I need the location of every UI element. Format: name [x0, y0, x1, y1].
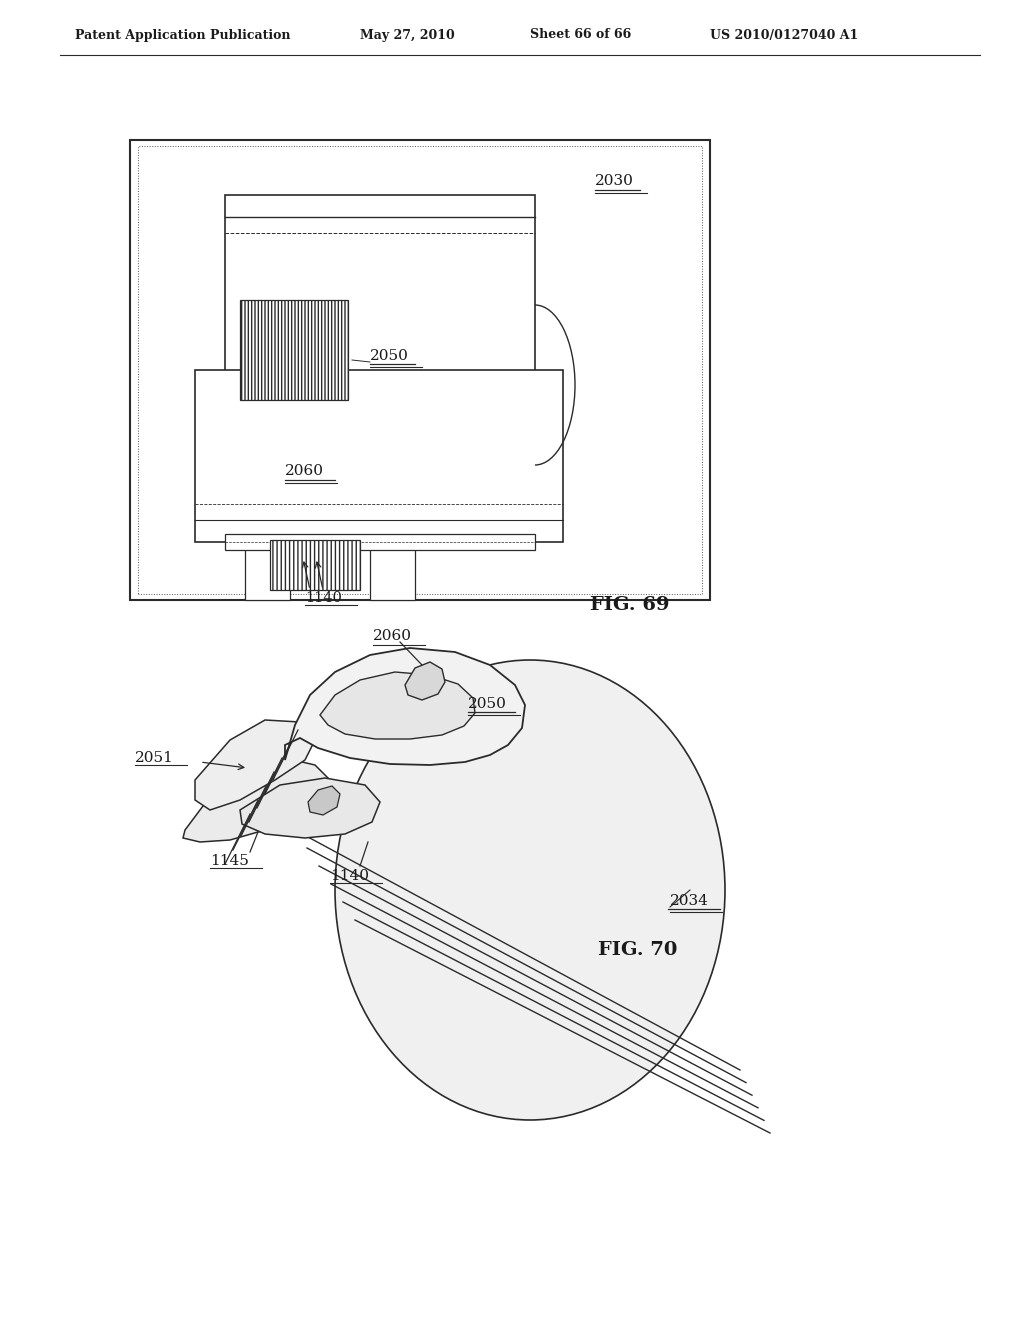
Polygon shape: [308, 785, 340, 814]
Text: 2060: 2060: [373, 630, 412, 643]
Text: May 27, 2010: May 27, 2010: [360, 29, 455, 41]
Text: Sheet 66 of 66: Sheet 66 of 66: [530, 29, 631, 41]
Polygon shape: [319, 672, 475, 739]
Text: FIG. 69: FIG. 69: [590, 597, 670, 614]
Text: 2050: 2050: [468, 697, 507, 711]
Text: Patent Application Publication: Patent Application Publication: [75, 29, 291, 41]
Text: 2034: 2034: [670, 894, 709, 908]
Bar: [370, 543, 415, 601]
Bar: [225, 535, 535, 550]
Bar: [245, 543, 290, 601]
Text: 2051: 2051: [135, 751, 174, 766]
Polygon shape: [406, 663, 445, 700]
Bar: [138, 147, 702, 594]
Bar: [270, 540, 360, 590]
Text: 2050: 2050: [370, 348, 409, 363]
Text: 2030: 2030: [595, 174, 634, 187]
Polygon shape: [195, 719, 315, 810]
Text: 1140: 1140: [305, 591, 342, 605]
Text: 1140: 1140: [330, 869, 369, 883]
Text: FIG. 70: FIG. 70: [598, 941, 677, 960]
Text: 1145: 1145: [210, 854, 249, 869]
Polygon shape: [285, 648, 525, 766]
Bar: [195, 370, 563, 543]
Text: 2060: 2060: [285, 465, 324, 478]
Bar: [225, 195, 535, 459]
Polygon shape: [240, 777, 380, 838]
Text: US 2010/0127040 A1: US 2010/0127040 A1: [710, 29, 858, 41]
Ellipse shape: [335, 660, 725, 1119]
Bar: [130, 140, 710, 601]
Bar: [240, 300, 348, 400]
Polygon shape: [183, 758, 330, 842]
